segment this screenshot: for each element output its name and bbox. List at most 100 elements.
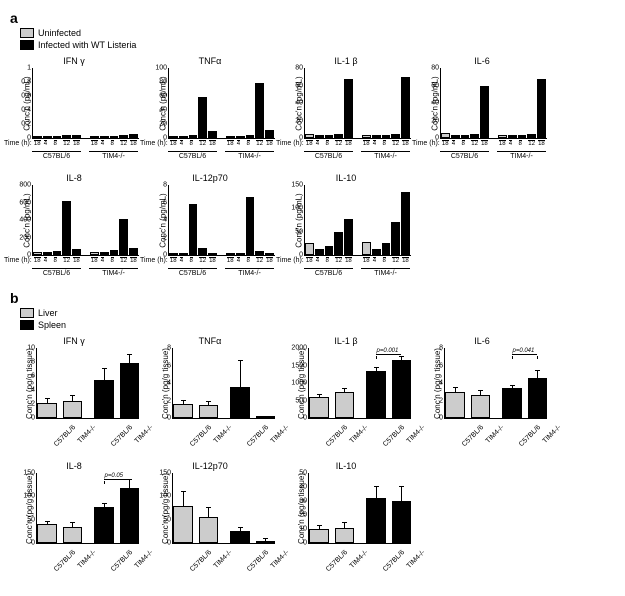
plot-area: 02468p=0.041 [444, 348, 547, 419]
ytick: 20 [299, 512, 307, 519]
ytick: 80 [295, 65, 303, 72]
bar [470, 134, 479, 138]
xtick: 18 [130, 257, 137, 264]
xtick: 4 [101, 140, 104, 147]
error-cap [263, 538, 268, 539]
error-cap [317, 525, 322, 526]
legend-item: Infected with WT Listeria [20, 40, 615, 50]
bar [391, 222, 400, 255]
bar [508, 135, 517, 138]
plot-area: 0246810 [36, 348, 139, 419]
ytick: 150 [159, 470, 171, 477]
xtick: 8 [462, 140, 465, 147]
xtick: 4 [44, 140, 47, 147]
bar [199, 405, 219, 418]
bar [230, 387, 250, 418]
xtick: 18 [402, 140, 409, 147]
xtick: 18 [73, 140, 80, 147]
ylabel: Conc'n (pg/g tissue) [161, 473, 170, 544]
bar [366, 371, 386, 418]
panel-b: b LiverSpleen IFN γConc'n (pg/g tissue)0… [10, 290, 615, 576]
xtick: 12 [471, 140, 478, 147]
xtick: 12 [335, 257, 342, 264]
xtick: 18 [209, 257, 216, 264]
panel-b-row1: IFN γConc'n (pg/g tissue)0246810C57BL/6T… [10, 336, 615, 451]
bar [372, 249, 381, 255]
chart: IL-1 βConc'n (pg/mL)020406080Time (h):18… [282, 56, 410, 163]
error-bar [376, 487, 377, 498]
legend-label: Spleen [38, 320, 66, 330]
panel-b-row2: IL-8Conc'n (pg/g tissue)050100150p=0.05C… [10, 461, 615, 576]
ytick: 20 [431, 117, 439, 124]
bar [208, 253, 217, 255]
xtick: TIM4-/- [77, 549, 98, 570]
legend-item: Spleen [20, 320, 615, 330]
chart: TNFαConc'n (pg/g tissue)02468C57BL/6TIM4… [146, 336, 274, 451]
error-cap [317, 394, 322, 395]
ytick: 8 [31, 359, 35, 366]
bar [461, 135, 470, 139]
bar [502, 388, 522, 418]
ytick: 150 [291, 182, 303, 189]
ytick: 400 [19, 217, 31, 224]
xtick: 18 [363, 140, 370, 147]
group-label: C57BL/6 [32, 151, 81, 160]
bar [120, 363, 140, 418]
error-bar [208, 402, 209, 405]
ytick: 1500 [291, 362, 307, 369]
error-bar [480, 391, 481, 395]
plot-area: 01020304050 [308, 473, 411, 544]
bar [309, 397, 329, 418]
ytick: 60 [431, 82, 439, 89]
error-bar [240, 528, 241, 532]
ytick: 1000 [291, 380, 307, 387]
xtick: 18 [73, 257, 80, 264]
xtick: C57BL/6 [246, 424, 270, 448]
bar [62, 201, 71, 255]
bar [256, 541, 276, 543]
bar [62, 135, 71, 138]
ytick: 2 [163, 234, 167, 241]
bar [334, 134, 343, 138]
ytick: 6 [439, 362, 443, 369]
bar [518, 135, 527, 139]
bar [100, 136, 109, 138]
plot-area: 050100150 [304, 185, 411, 256]
bar [315, 249, 324, 255]
ytick: 8 [163, 182, 167, 189]
time-label: Time (h): [140, 257, 168, 264]
bar [480, 86, 489, 139]
xtick: C57BL/6 [382, 424, 406, 448]
ytick: 50 [163, 516, 171, 523]
plot-area: 050100150 [172, 473, 275, 544]
error-cap [535, 370, 540, 371]
bar [305, 243, 314, 255]
bar [401, 77, 410, 138]
bar [226, 253, 235, 255]
bar [392, 501, 412, 543]
group-label: C57BL/6 [168, 268, 217, 277]
xtick: 18 [209, 140, 216, 147]
xtick: TIM4-/- [77, 424, 98, 445]
error-bar [104, 369, 105, 380]
ytick: 6 [167, 362, 171, 369]
plot-area: 02468 [172, 348, 275, 419]
xtick: 18 [306, 140, 313, 147]
error-bar [104, 504, 105, 506]
ytick: 4 [31, 387, 35, 394]
ytick: 40 [159, 107, 167, 114]
bar [451, 135, 460, 138]
ytick: 50 [27, 516, 35, 523]
plot-area: 0200400600800 [32, 185, 139, 256]
bar [37, 524, 57, 543]
ytick: 40 [299, 484, 307, 491]
xtick: 18 [306, 257, 313, 264]
xtick: 18 [91, 140, 98, 147]
error-bar [319, 395, 320, 397]
bar [208, 131, 217, 138]
xtick: 4 [180, 257, 183, 264]
bar [90, 136, 99, 138]
chart: TNFαConc'n (pg/mL)020406080100Time (h):1… [146, 56, 274, 163]
xtick: C57BL/6 [189, 424, 213, 448]
bar [498, 135, 507, 138]
